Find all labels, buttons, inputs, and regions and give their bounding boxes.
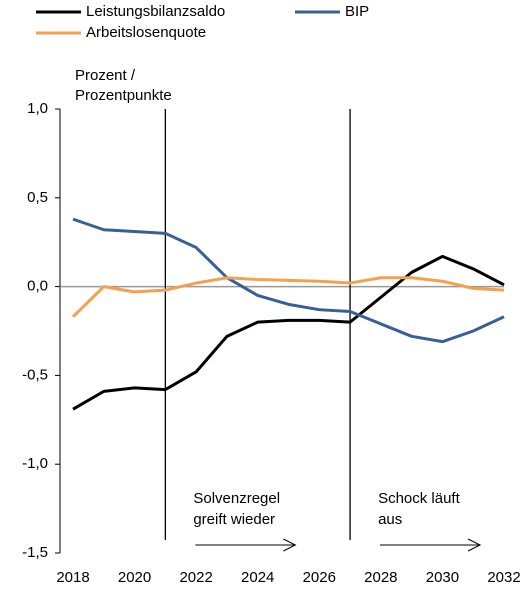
x-tick-label: 2018 bbox=[56, 569, 89, 586]
y-tick-label: 1,0 bbox=[27, 100, 48, 117]
annotation: Schock läuft bbox=[378, 490, 461, 507]
arrow-head bbox=[283, 538, 297, 552]
x-tick-label: 2024 bbox=[241, 569, 274, 586]
x-tick-label: 2030 bbox=[426, 569, 459, 586]
arrow-head bbox=[467, 538, 482, 552]
series-line bbox=[72, 217, 505, 344]
x-tick-label: 2032 bbox=[487, 569, 520, 586]
y-axis-label: Prozentpunkte bbox=[75, 87, 172, 104]
x-tick-label: 2028 bbox=[364, 569, 397, 586]
legend-label: Arbeitslosenquote bbox=[86, 24, 206, 41]
x-tick-label: 2020 bbox=[118, 569, 151, 586]
series-line bbox=[71, 276, 505, 318]
x-tick-label: 2022 bbox=[179, 569, 212, 586]
annotation: greift wieder bbox=[193, 511, 275, 528]
y-tick-label: 0,0 bbox=[27, 278, 48, 295]
annotation: Solvenzregel bbox=[193, 490, 280, 507]
series-line bbox=[72, 254, 505, 411]
y-tick-label: -0,5 bbox=[22, 366, 48, 383]
legend-label: BIP bbox=[345, 3, 369, 20]
y-tick-label: -1,5 bbox=[22, 544, 48, 561]
x-tick-label: 2026 bbox=[303, 569, 336, 586]
y-tick-label: 0,5 bbox=[27, 189, 48, 206]
legend-label: Leistungsbilanzsaldo bbox=[86, 3, 225, 20]
y-tick-label: -1,0 bbox=[22, 455, 48, 472]
y-axis-label: Prozent / bbox=[75, 67, 136, 84]
annotation: aus bbox=[378, 511, 402, 528]
